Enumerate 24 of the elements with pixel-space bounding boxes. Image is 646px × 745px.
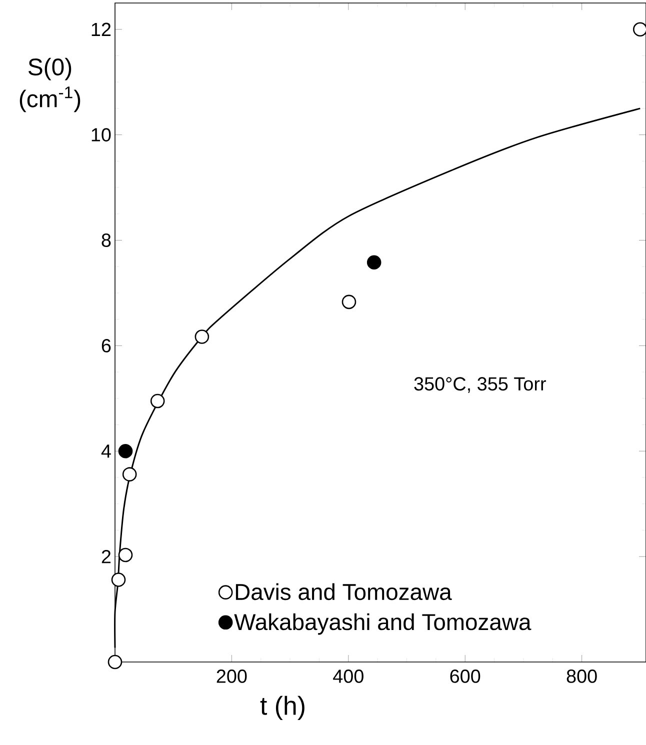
point [366, 255, 382, 270]
y-tick-label: 8 [102, 234, 111, 247]
x-tick-label: 200 [216, 670, 247, 683]
y-tick-label: 12 [92, 22, 111, 36]
x-tick-label: 400 [333, 670, 364, 683]
legend-label: Davis and Tomozawa [236, 583, 452, 600]
y-tick-label: 10 [92, 128, 111, 142]
point [342, 294, 356, 310]
point [108, 654, 122, 670]
y-tick-label: 4 [101, 444, 111, 458]
x-tick-label: 600 [450, 670, 480, 683]
point [118, 548, 133, 562]
point [150, 394, 165, 408]
point [111, 572, 126, 587]
y-axis-title: S(0) (cm$^{-1}$) [20, 58, 80, 112]
legend-label: Wakabayashi and Tomozawa [234, 613, 532, 635]
annotation: 350°C, 355 Torr [414, 377, 546, 393]
x-tick-label: 800 [566, 670, 597, 683]
y-tick-label: 2 [102, 550, 111, 564]
point [194, 330, 210, 344]
point [118, 444, 133, 458]
point [122, 467, 137, 482]
y-tick-label: 6 [102, 338, 111, 352]
x-axis-title: t (h) [260, 696, 304, 720]
